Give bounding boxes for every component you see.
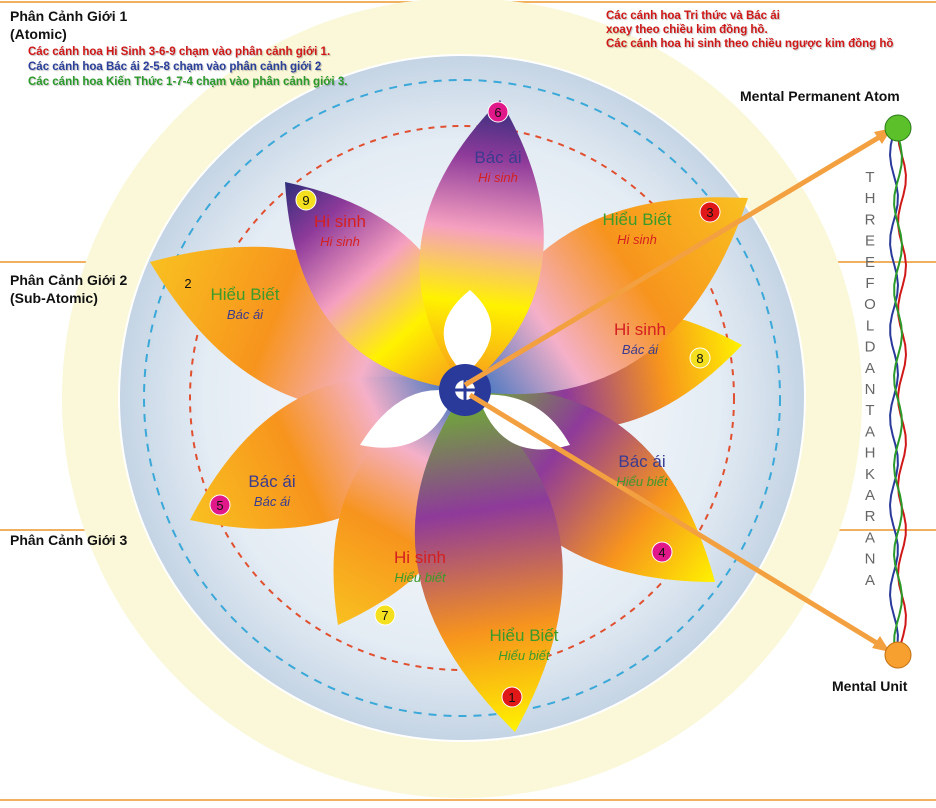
petal-number-badge [209, 494, 231, 516]
inner-rotation-path [189, 125, 735, 671]
antahkarana-letter: A [865, 423, 875, 440]
mental-permanent-atom-sphere [884, 114, 912, 142]
petal-sublabel: Hi sinh [617, 232, 657, 247]
petal-label: Bác ái [618, 452, 666, 471]
rotation-note: xoay theo chiều kim đồng hồ. [606, 24, 768, 36]
petal-number-badge [651, 541, 673, 563]
antahkarana-letter: O [864, 296, 876, 313]
petal-label: Hi sinh [614, 320, 666, 339]
petal-label: Bác ái [474, 148, 522, 167]
petal-number-badge [699, 201, 721, 223]
zone-subtitle: (Atomic) [10, 26, 67, 42]
antahkarana-letter: A [865, 360, 875, 377]
antahkarana-letter: F [865, 275, 874, 292]
petal-number-badge [689, 347, 711, 369]
petal-number: 5 [216, 498, 223, 513]
legend-line: Các cánh hoa Kiến Thức 1-7-4 chạm vào ph… [28, 76, 348, 88]
petal-number: 2 [184, 276, 191, 291]
zone-title: Phân Cảnh Giới 1 [10, 8, 128, 24]
rotation-note: Các cánh hoa Tri thức và Bác ái [606, 10, 780, 22]
antahkarana-letter: H [865, 445, 876, 462]
antahkarana-letter: N [865, 551, 876, 568]
antahkarana-thread [896, 134, 907, 646]
antahkarana-letter: K [865, 466, 875, 483]
petal-label: Hi sinh [394, 548, 446, 567]
antahkarana-letter: D [865, 339, 876, 356]
antahkarana-letter: R [865, 211, 876, 228]
antahkarana-letter: E [865, 233, 875, 250]
petal-number-badge [374, 604, 396, 626]
arrow-to-mental-unit [468, 392, 887, 651]
antahkarana-letter: H [865, 190, 876, 207]
mental-unit-label: Mental Unit [832, 678, 908, 694]
petal-number: 1 [508, 690, 515, 705]
petal-number: 8 [696, 351, 703, 366]
rotation-note: Các cánh hoa hi sinh theo chiều ngược ki… [606, 38, 894, 50]
petal-number-badge [487, 101, 509, 123]
petal-number-badge [501, 686, 523, 708]
petal-number-badge [295, 189, 317, 211]
antahkarana-letter: A [865, 529, 875, 546]
arrow-to-permanent-atom [463, 129, 890, 388]
petal-number: 7 [381, 608, 388, 623]
petal-number: 3 [706, 205, 713, 220]
petal-label: Hiểu Biết [602, 210, 672, 229]
petal-sublabel: Hiểu biết [498, 648, 550, 663]
outer-rotation-path [143, 79, 781, 717]
petal-sublabel: Hi sinh [478, 170, 518, 185]
antahkarana-thread [893, 134, 903, 646]
petal-label: Hi sinh [314, 212, 366, 231]
antahkarana-letter: T [865, 169, 874, 186]
petal-sublabel: Bác ái [253, 494, 291, 509]
petal-sublabel: Hi sinh [320, 234, 360, 249]
petal-9 [284, 181, 466, 390]
antahkarana-letter: E [865, 254, 875, 271]
antahkarana-letter: L [866, 317, 874, 334]
antahkarana-letter: A [865, 572, 875, 589]
petal-number: 6 [494, 105, 501, 120]
petal-1 [414, 390, 563, 733]
mental-permanent-atom-label: Mental Permanent Atom [740, 88, 900, 104]
zone-subtitle: (Sub-Atomic) [10, 290, 98, 306]
legend-line: Các cánh hoa Bác ái 2-5-8 chạm vào phân … [28, 61, 322, 73]
petal-label: Hiểu Biết [489, 626, 559, 645]
petal-2 [150, 246, 465, 411]
petal-number: 4 [658, 545, 665, 560]
petal-number: 9 [302, 193, 309, 208]
mental-unit-sphere [884, 641, 912, 669]
antahkarana-letter: A [865, 487, 875, 504]
petal-sublabel: Hiểu biết [616, 474, 668, 489]
zone-title: Phân Cảnh Giới 3 [10, 532, 128, 548]
zone-title: Phân Cảnh Giới 2 [10, 272, 128, 288]
petal-sublabel: Hiểu biết [394, 570, 446, 585]
petal-sublabel: Bác ái [226, 307, 264, 322]
petal-label: Bác ái [248, 472, 296, 491]
antahkarana-letter: N [865, 381, 876, 398]
petal-label: Hiểu Biết [210, 285, 280, 304]
antahkarana-letter: T [865, 402, 874, 419]
antahkarana-letter: R [865, 508, 876, 525]
petal-sublabel: Bác ái [621, 342, 659, 357]
legend-line: Các cánh hoa Hi Sinh 3-6-9 chạm vào phân… [28, 46, 331, 58]
